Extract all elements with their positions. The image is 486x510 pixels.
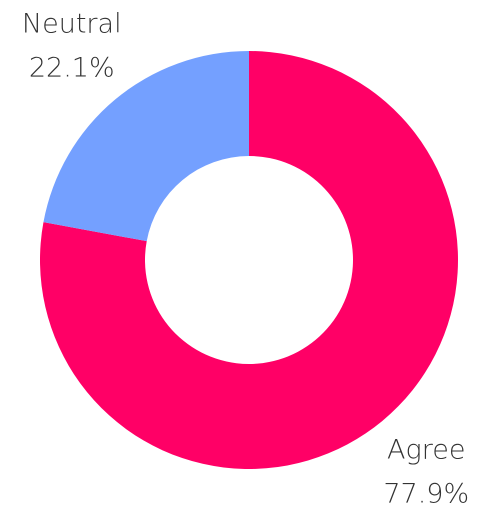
slice-value-label: 77.9% <box>383 478 469 509</box>
donut-slice <box>39 51 458 469</box>
donut-slice <box>43 51 249 242</box>
slice-value-label: 22.1% <box>29 53 115 84</box>
slice-label: Neutral <box>22 9 122 40</box>
slice-label: Agree <box>387 434 465 465</box>
